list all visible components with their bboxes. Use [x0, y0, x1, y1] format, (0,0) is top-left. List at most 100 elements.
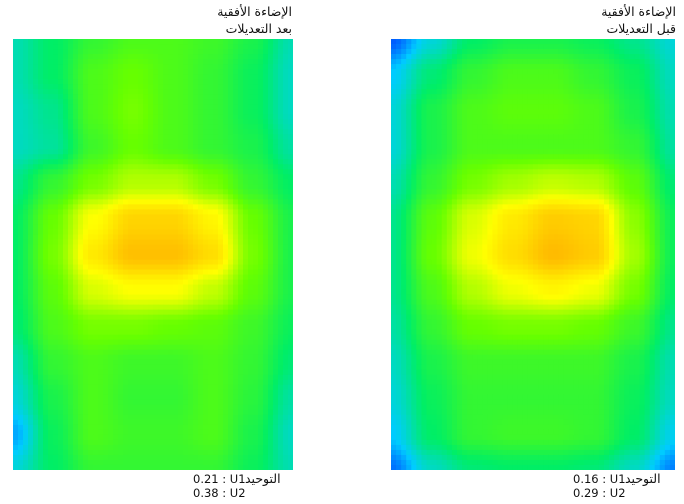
heatmap-cell — [93, 384, 99, 391]
heatmap-cell — [128, 299, 134, 306]
heatmap-cell — [238, 179, 244, 185]
heatmap-cell — [98, 244, 104, 251]
heatmap-cell — [158, 344, 164, 351]
heatmap-cell — [28, 454, 34, 461]
heatmap-cell — [253, 144, 259, 150]
heatmap-cell — [218, 344, 224, 351]
heatmap-cell — [223, 279, 229, 286]
heatmap-cell — [263, 419, 269, 426]
heatmap-cell — [53, 79, 59, 85]
heatmap-cell — [33, 389, 39, 396]
heatmap-cell — [198, 274, 204, 281]
heatmap-cell — [88, 349, 94, 356]
heatmap-cell — [263, 389, 269, 396]
heatmap-cell — [33, 159, 39, 165]
heatmap-cell — [143, 254, 149, 261]
heatmap-cell — [268, 429, 274, 436]
heatmap-cell — [148, 69, 154, 75]
heatmap-cell — [288, 129, 293, 135]
heatmap-cell — [228, 69, 234, 75]
heatmap-cell — [48, 329, 54, 336]
heatmap-cell — [639, 44, 646, 50]
heatmap-cell — [33, 199, 39, 205]
heatmap-cell — [108, 364, 114, 371]
heatmap-cell — [73, 204, 79, 210]
heatmap-cell — [128, 294, 134, 301]
heatmap-cell — [88, 124, 94, 130]
heatmap-cell — [73, 364, 79, 371]
heatmap-cell — [158, 69, 164, 75]
heatmap-cell — [103, 74, 109, 80]
heatmap-cell — [113, 319, 119, 326]
heatmap-cell — [83, 239, 89, 246]
heatmap-cell — [198, 339, 204, 346]
heatmap-cell — [78, 269, 84, 276]
heatmap-cell — [173, 449, 179, 456]
heatmap-cell — [218, 169, 224, 175]
heatmap-cell — [283, 254, 289, 261]
heatmap-cell — [168, 149, 174, 155]
heatmap-cell — [497, 44, 504, 50]
heatmap-cell — [63, 434, 69, 441]
heatmap-cell — [63, 154, 69, 160]
heatmap-cell — [128, 119, 134, 125]
after-title-line2: بعد التعديلات — [225, 21, 292, 36]
heatmap-cell — [98, 384, 104, 391]
heatmap-cell — [178, 269, 184, 276]
heatmap-cell — [33, 344, 39, 351]
heatmap-cell — [123, 64, 129, 70]
heatmap-cell — [23, 444, 29, 451]
heatmap-cell — [253, 374, 259, 381]
heatmap-cell — [38, 229, 44, 236]
heatmap-cell — [153, 219, 159, 226]
heatmap-cell — [263, 59, 269, 65]
heatmap-cell — [198, 334, 204, 341]
heatmap-cell — [18, 129, 24, 135]
heatmap-cell — [624, 49, 630, 55]
heatmap-cell — [193, 119, 199, 125]
heatmap-cell — [198, 194, 204, 200]
heatmap-cell — [138, 144, 144, 150]
heatmap-cell — [73, 154, 79, 160]
heatmap-cell — [193, 54, 199, 60]
heatmap-cell — [123, 294, 129, 301]
heatmap-cell — [263, 114, 269, 120]
heatmap-cell — [218, 264, 224, 271]
heatmap-cell — [278, 69, 284, 75]
heatmap-cell — [118, 439, 124, 446]
heatmap-cell — [43, 314, 49, 321]
heatmap-cell — [203, 449, 209, 456]
heatmap-cell — [634, 44, 641, 50]
heatmap-cell — [78, 244, 84, 251]
heatmap-cell — [68, 289, 74, 296]
heatmap-cell — [178, 104, 184, 110]
heatmap-cell — [98, 284, 104, 291]
heatmap-cell — [178, 294, 184, 301]
heatmap-cell — [123, 159, 129, 165]
heatmap-cell — [83, 44, 89, 50]
heatmap-cell — [143, 204, 149, 210]
heatmap-cell — [193, 284, 199, 291]
heatmap-cell — [218, 354, 224, 361]
heatmap-cell — [238, 44, 244, 50]
heatmap-cell — [263, 314, 269, 321]
heatmap-cell — [123, 314, 129, 321]
heatmap-cell — [163, 359, 169, 366]
heatmap-cell — [23, 249, 29, 256]
heatmap-cell — [73, 439, 79, 446]
heatmap-cell — [243, 184, 249, 190]
heatmap-cell — [238, 164, 244, 170]
heatmap-cell — [93, 309, 99, 316]
heatmap-cell — [73, 314, 79, 321]
heatmap-cell — [183, 44, 189, 50]
heatmap-cell — [118, 104, 124, 110]
heatmap-cell — [123, 334, 129, 341]
heatmap-cell — [128, 104, 134, 110]
heatmap-cell — [18, 174, 24, 180]
heatmap-cell — [253, 39, 259, 45]
heatmap-cell — [263, 209, 269, 216]
heatmap-cell — [13, 139, 19, 145]
heatmap-cell — [268, 284, 274, 291]
heatmap-cell — [28, 129, 34, 135]
heatmap-cell — [83, 174, 89, 180]
